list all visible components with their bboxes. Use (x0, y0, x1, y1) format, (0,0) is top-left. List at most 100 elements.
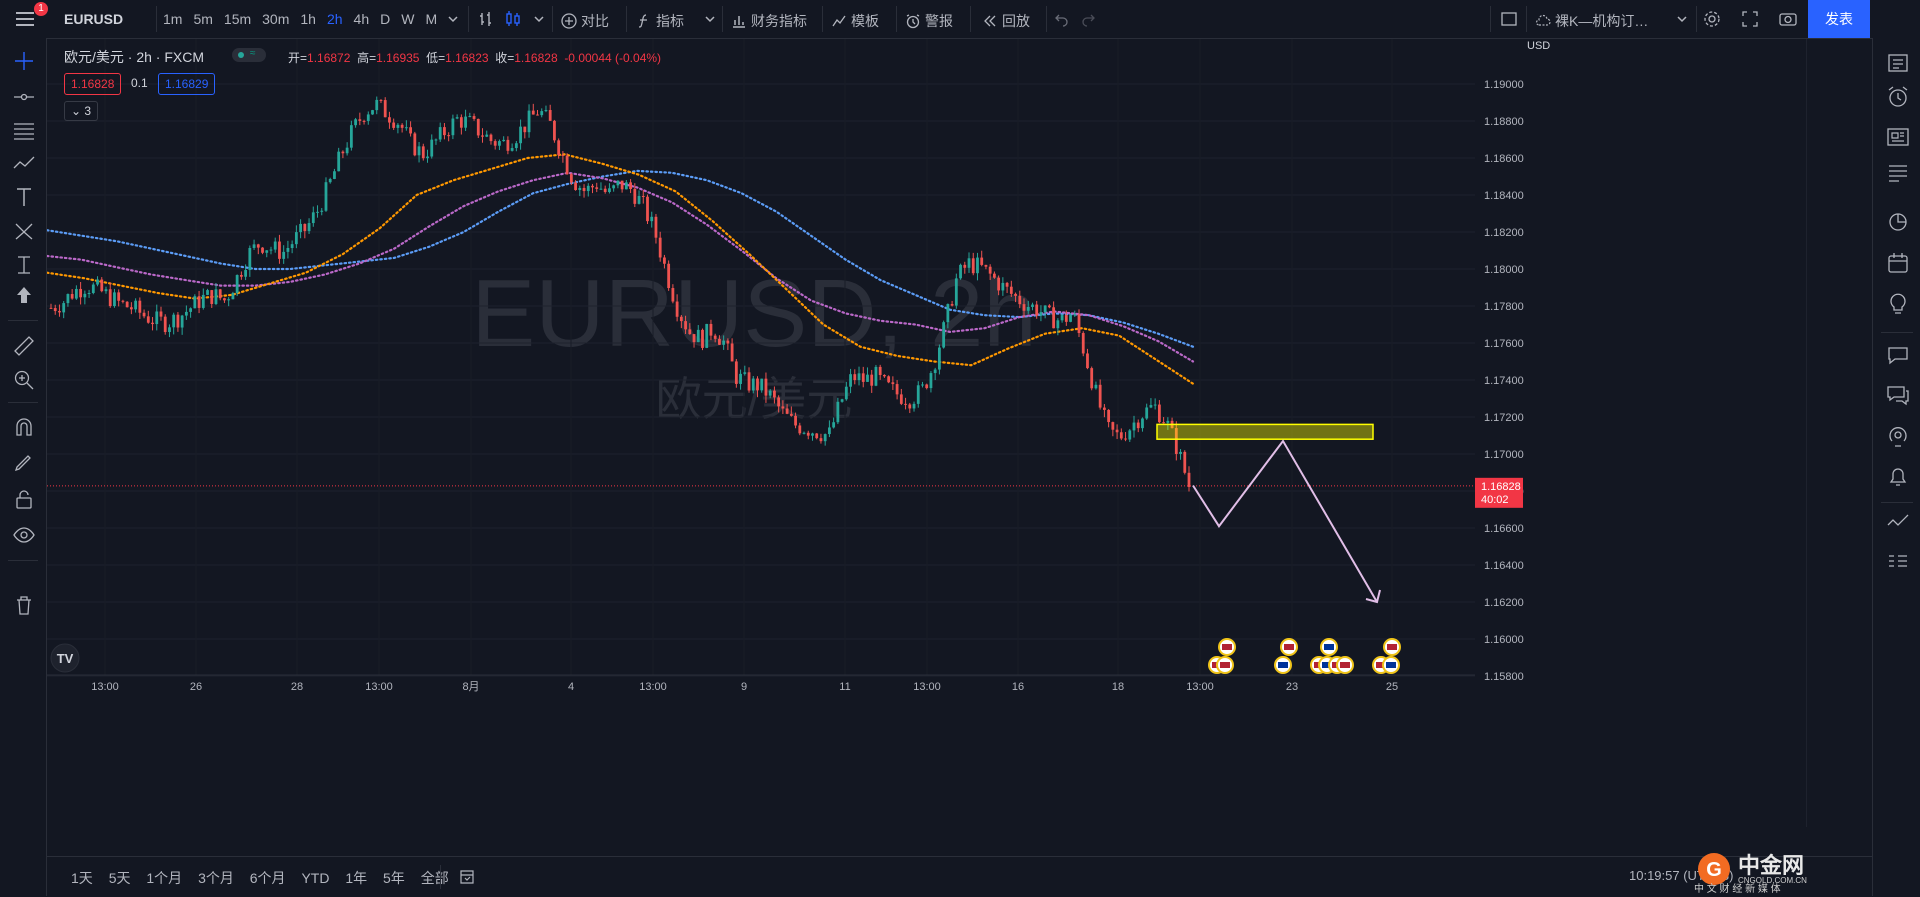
pattern-icon[interactable] (12, 152, 36, 174)
trash-icon[interactable] (12, 594, 36, 616)
candle-down (878, 366, 882, 375)
time-tick: 13:00 (913, 681, 941, 693)
last-price-label (1475, 477, 1523, 508)
indicators-button[interactable]: 指标 (636, 11, 684, 31)
hotlist-icon[interactable] (1885, 208, 1911, 234)
chat-icon[interactable] (1885, 342, 1911, 368)
notifications-bell-icon[interactable] (1885, 464, 1911, 490)
template-icon (832, 15, 846, 27)
main-menu-button[interactable] (10, 8, 40, 32)
interval-1h[interactable]: 1h (300, 11, 316, 27)
range-1d[interactable]: 1天 (71, 870, 93, 886)
range-5y[interactable]: 5年 (383, 870, 405, 886)
watchlist-icon[interactable] (1885, 50, 1911, 76)
fib-levels-icon[interactable] (12, 120, 36, 142)
price-chart[interactable]: EURUSD, 2h 欧元/美元 TV USD 1.19000 1.18800 1.1… (47, 39, 1807, 827)
chevron-down-icon[interactable] (533, 12, 545, 26)
compare-button[interactable]: 对比 (561, 11, 609, 31)
interval-1m[interactable]: 1m (163, 11, 183, 27)
close-value: 1.16828 (514, 51, 558, 65)
time-axis[interactable]: 13:00 26 28 13:00 8月 4 13:00 9 11 13:00 16 18 13:00 2… (47, 674, 1475, 693)
candle-down (383, 100, 387, 118)
price-axis-bg (1475, 39, 1806, 827)
candle-down (303, 223, 307, 232)
range-all[interactable]: 全部 (420, 870, 449, 886)
range-1m[interactable]: 1个月 (146, 870, 183, 886)
streams-icon[interactable] (1885, 424, 1911, 450)
range-3m[interactable]: 3个月 (198, 870, 234, 886)
interval-w[interactable]: W (401, 11, 415, 27)
layout-icon[interactable] (1500, 10, 1518, 28)
go-to-date-icon[interactable] (458, 868, 476, 886)
range-1y[interactable]: 1年 (345, 870, 368, 886)
news-icon[interactable] (1885, 124, 1911, 150)
candle-style-icon[interactable] (504, 10, 522, 28)
bar-style-icon[interactable] (478, 10, 496, 28)
publish-button[interactable]: 发表 (1808, 0, 1870, 38)
price-axis[interactable]: USD 1.19000 1.18800 1.18600 1.18400 1.18200 1.… (1475, 39, 1807, 827)
templates-button[interactable]: 模板 (831, 11, 879, 31)
interval-2h[interactable]: 2h (326, 11, 343, 27)
prediction-icon[interactable] (12, 220, 36, 242)
candle-down (692, 334, 696, 343)
lock-icon[interactable] (12, 488, 36, 510)
chevron-down-icon[interactable] (447, 12, 459, 26)
price-tick: 1.18800 (1484, 116, 1524, 128)
measure-bracket-icon[interactable] (12, 254, 36, 276)
settings-gear-icon[interactable] (1702, 9, 1722, 29)
candle-up (739, 373, 742, 384)
eye-icon[interactable] (12, 524, 36, 546)
arrow-up-icon[interactable] (12, 284, 36, 306)
data-window-icon[interactable] (1885, 160, 1911, 186)
interval-d[interactable]: D (380, 11, 391, 27)
magnet-icon[interactable] (12, 416, 36, 438)
economic-events[interactable] (1208, 638, 1401, 674)
alarm-clock-icon[interactable] (1885, 84, 1911, 110)
symbol-search-button[interactable]: EURUSD (64, 11, 124, 27)
text-tool-icon[interactable] (12, 186, 36, 208)
drawings[interactable] (1156, 423, 1381, 604)
camera-icon[interactable] (1778, 9, 1798, 29)
candle-down (684, 321, 687, 330)
redo-icon[interactable] (1080, 11, 1096, 27)
messages-icon[interactable] (1885, 382, 1911, 408)
crosshair-icon[interactable] (12, 50, 36, 72)
undo-icon[interactable] (1054, 11, 1070, 27)
range-ytd[interactable]: YTD (301, 870, 330, 886)
sell-price-button[interactable]: 1.16828 (64, 73, 122, 95)
tradingview-logo[interactable]: TV (50, 643, 80, 673)
indicators-toggle[interactable]: ⌄ 3 (64, 101, 99, 121)
interval-5m[interactable]: 5m (193, 11, 213, 27)
alert-button[interactable]: 警报 (905, 11, 953, 31)
order-panel-icon[interactable] (1885, 510, 1911, 536)
candle-down (980, 257, 984, 265)
buy-price-button[interactable]: 1.16829 (158, 73, 216, 95)
interval-30m[interactable]: 30m (262, 11, 290, 27)
financials-button[interactable]: 财务指标 (731, 11, 807, 31)
candle-down (443, 127, 446, 136)
dom-icon[interactable] (1885, 548, 1911, 574)
horizontal-ray-icon[interactable] (12, 86, 36, 108)
chevron-down-icon[interactable] (704, 12, 716, 26)
interval-15m[interactable]: 15m (223, 11, 252, 27)
interval-m[interactable]: M (425, 11, 438, 27)
range-5d[interactable]: 5天 (108, 870, 131, 886)
candle-down (806, 432, 810, 436)
chart-legend-title[interactable]: 欧元/美元 · 2h · FXCM (64, 49, 205, 65)
range-6m[interactable]: 6个月 (249, 870, 286, 886)
candle-down (400, 124, 404, 128)
zoom-in-icon[interactable] (12, 368, 36, 390)
price-tick: 1.17200 (1484, 412, 1524, 424)
ruler-icon[interactable] (12, 334, 36, 356)
calendar-icon[interactable] (1885, 250, 1911, 276)
candle-down (853, 374, 857, 381)
fullscreen-icon[interactable] (1740, 9, 1760, 29)
layout-name-button[interactable]: 裸K—机构订… (1535, 11, 1685, 31)
interval-4h[interactable]: 4h (353, 11, 370, 27)
lock-pencil-icon[interactable] (12, 452, 36, 474)
replay-button[interactable]: 回放 (982, 11, 1030, 31)
ideas-bulb-icon[interactable] (1885, 290, 1911, 316)
market-status[interactable]: ≈ (232, 48, 266, 62)
candle-down (531, 110, 535, 115)
chevron-down-icon[interactable] (1676, 12, 1688, 26)
